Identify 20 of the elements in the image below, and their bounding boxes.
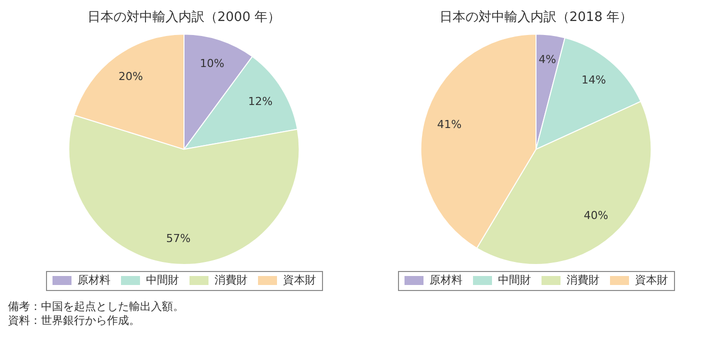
legend-label: 原材料	[78, 273, 110, 286]
text: 備考：中国を起点とした輸出入額。	[8, 300, 185, 314]
legend-label: 資本財	[635, 273, 668, 286]
legend-label: 消費財	[214, 273, 248, 286]
data-label: 10%	[200, 56, 224, 70]
data-label: 4%	[538, 53, 556, 66]
data-label: 41%	[437, 118, 462, 132]
chart-title: 日本の対中輸入内訳（2000 年）	[87, 9, 281, 26]
data-label: 14%	[582, 73, 606, 86]
legend-label: 消費財	[566, 273, 600, 286]
legend-label: 原材料	[430, 273, 462, 286]
data-label: 40%	[584, 209, 608, 222]
legend-label: 中間財	[498, 273, 531, 286]
data-label: 12%	[248, 94, 273, 108]
chart-title: 日本の対中輸入内訳（2018 年）	[439, 9, 633, 26]
text: 資料：世界銀行から作成。	[8, 314, 141, 328]
data-label: 57%	[166, 232, 191, 245]
data-label: 20%	[118, 70, 143, 83]
legend-label: 中間財	[146, 273, 179, 286]
legend-label: 資本財	[283, 273, 316, 286]
